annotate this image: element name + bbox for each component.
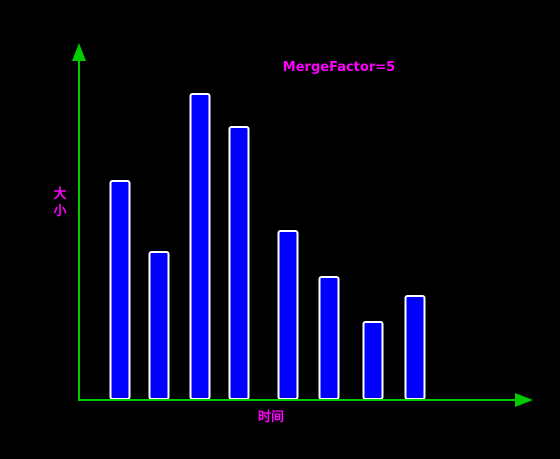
- bar-1: [109, 180, 131, 400]
- bar-6: [318, 276, 340, 400]
- bar-4: [228, 126, 250, 400]
- bar-5: [277, 230, 299, 400]
- bar-7: [362, 321, 384, 400]
- bar-2: [148, 251, 170, 400]
- x-axis-arrowhead: [515, 393, 533, 407]
- y-axis-arrowhead: [72, 43, 86, 61]
- x-axis-label: 时间: [258, 409, 284, 425]
- bar-3: [189, 93, 211, 400]
- bars-group: [109, 93, 426, 400]
- y-axis-label: 大小: [53, 186, 66, 219]
- bar-8: [404, 295, 426, 400]
- merge-factor-annotation: MergeFactor=5: [283, 60, 395, 75]
